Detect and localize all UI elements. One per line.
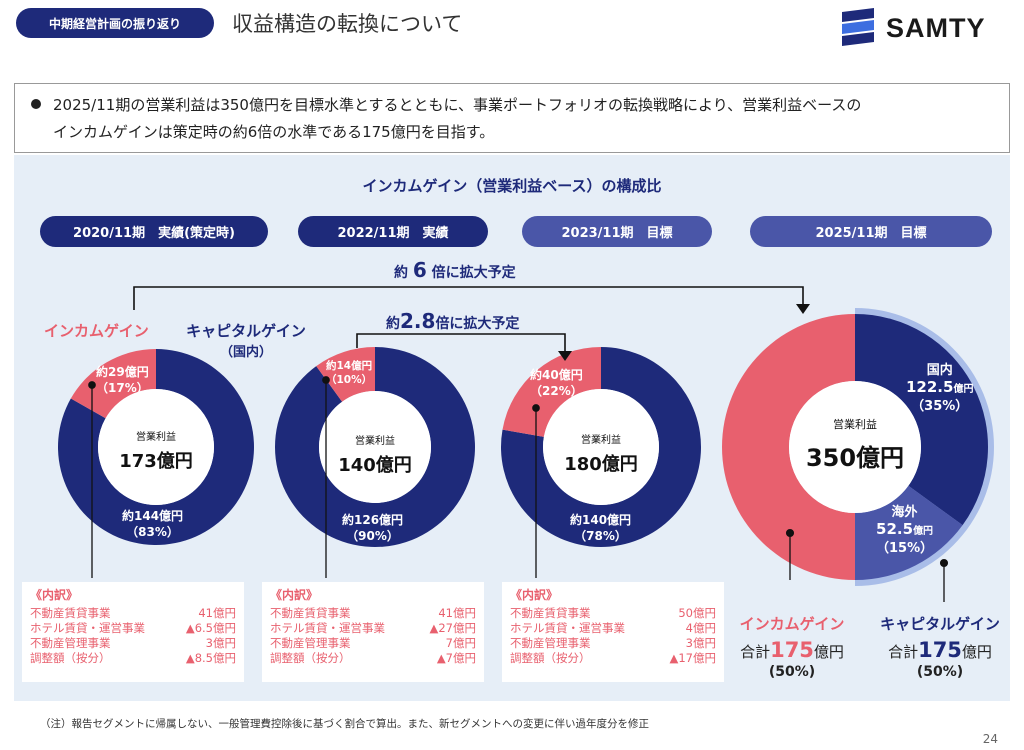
bullet-icon [31,99,41,109]
page-number: 24 [982,732,998,746]
donut-center-2020: 営業利益 173億円 [119,432,193,472]
donut-segment-capital-domestic [855,314,988,526]
segment-label-income-2020: 約29億円 （17%） [96,365,149,395]
segment-label-income-2022: 約14億円 （10%） [326,360,373,386]
connector-dot [88,381,96,389]
segment-label-capital-2020: 約144億円 （83%） [122,509,184,539]
donut-center-2025: 営業利益 350億円 [805,418,905,472]
breakdown-row: 調整額（按分） ▲17億円 [510,651,716,665]
breakdown-row: 調整額（按分） ▲8.5億円 [30,651,236,665]
period-2022: 2022/11期 実績 [298,216,488,247]
donut-segment-capital-domestic [501,347,701,547]
breakdown-row: 不動産管理事業 3億円 [510,636,716,650]
donut-center-2022: 営業利益 140億円 [338,436,412,476]
summary-box: 2025/11期の営業利益は350億円を目標水準とするとともに、事業ポートフォリ… [14,83,1010,153]
breakdown-box-2023: 《内訳》 不動産賃貸事業 50億円 ホテル賃貸・運営事業 4億円 不動産管理事業 3億… [502,582,724,682]
donut-segment-capital-domestic [274,347,475,547]
period-2025: 2025/11期 目標 [750,216,992,247]
breakdown-row: 不動産管理事業 7億円 [270,636,476,650]
donut-hole [319,391,431,503]
breakdown-row: 不動産賃貸事業 50億円 [510,606,716,620]
breakdown-box-2020: 《内訳》 不動産賃貸事業 41億円 ホテル賃貸・運営事業 ▲6.5億円 不動産管理事… [22,582,244,682]
summary-text-1: 2025/11期の営業利益は350億円を目標水準とするとともに、事業ポートフォリ… [53,96,862,114]
expand-28x-bracket [356,333,566,352]
summary-text-2: インカムゲインは策定時の約6倍の水準である175億円を目指す。 [53,123,495,141]
period-2020: 2020/11期 実績(策定時) [40,216,268,247]
breakdown-row: ホテル賃貸・運営事業 ▲27億円 [270,621,476,635]
breakdown-row: ホテル賃貸・運営事業 4億円 [510,621,716,635]
segment-label-domestic-2025: 国内 122.5億円 （35%） [906,363,974,414]
arrow-down-icon [558,351,572,361]
income-total: インカムゲイン 合計175億円 (50%) [739,615,845,680]
expand-28x-label: 約2.8倍に拡大予定 [386,309,520,333]
summary-line-1: 2025/11期の営業利益は350億円を目標水準とするとともに、事業ポートフォリ… [31,92,995,119]
logo-text: SAMTY [886,12,986,43]
segment-label-capital-2023: 約140億円 （78%） [570,513,632,543]
segment-label-overseas-2025: 海外 52.5億円 （15%） [876,505,934,556]
connector-dot [532,404,540,412]
donut-segment-capital-domestic [57,349,254,545]
connector-dot [939,558,949,568]
segment-label-income-2023: 約40億円 （22%） [530,368,583,398]
breakdown-row: 不動産賃貸事業 41億円 [270,606,476,620]
breakdown-row: 不動産賃貸事業 41億円 [30,606,236,620]
connector-dot [785,528,795,538]
samty-logo-icon [842,8,874,46]
connector-dot [322,376,330,384]
donut-segment-income [722,314,855,580]
breakdown-box-2022: 《内訳》 不動産賃貸事業 41億円 ホテル賃貸・運営事業 ▲27億円 不動産管理事業… [262,582,484,682]
page-title: 収益構造の転換について [232,12,463,36]
donut-segment-income [316,347,375,402]
period-2023: 2023/11期 目標 [522,216,712,247]
section-title: インカムゲイン（営業利益ベース）の構成比 [362,177,662,195]
footnote: （注）報告セグメントに帰属しない、一般管理費控除後に基づく割合で算出。また、新セ… [40,718,649,730]
capital-total: キャピタルゲイン 合計175億円 (50%) [880,615,1000,680]
expand-6x-label: 約 6 倍に拡大予定 [394,258,516,282]
legend-income: インカムゲイン [44,322,149,340]
donut-hole [543,389,659,505]
expand-6x-bracket [133,286,804,310]
segment-label-capital-2022: 約126億円 （90%） [342,513,404,543]
company-logo: SAMTY [838,4,1024,52]
breakdown-row: 調整額（按分） ▲7億円 [270,651,476,665]
breakdown-row: ホテル賃貸・運営事業 ▲6.5億円 [30,621,236,635]
breakdown-row: 不動産管理事業 3億円 [30,636,236,650]
donut-hole [98,389,214,505]
donut-segment-capital-overseas [855,485,963,580]
section-badge: 中期経営計画の振り返り [16,8,214,38]
legend-capital: キャピタルゲイン （国内） [186,322,306,360]
donut-center-2023: 営業利益 180億円 [564,435,638,475]
donut-segment-income [502,346,601,437]
donut-hole [789,381,921,513]
arrow-down-icon [796,304,810,314]
